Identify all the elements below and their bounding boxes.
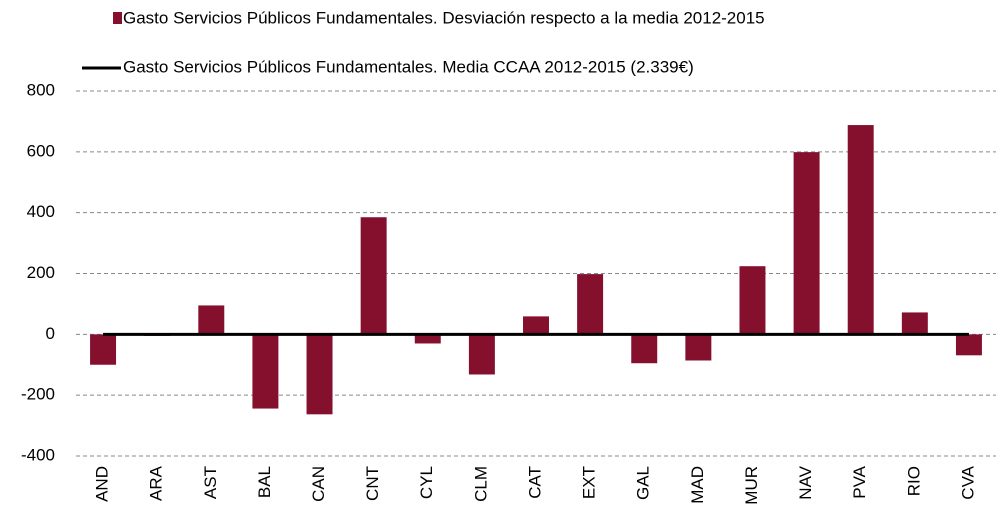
bar	[793, 152, 820, 335]
x-tick-label: PVA	[850, 465, 869, 498]
y-tick-label: -200	[21, 385, 55, 404]
y-tick-label: 800	[27, 80, 55, 99]
bar	[847, 125, 874, 335]
bar	[955, 334, 982, 356]
legend-label: Gasto Servicios Públicos Fundamentales. …	[123, 57, 694, 76]
x-tick-label: AND	[93, 466, 112, 502]
y-tick-label: -400	[21, 445, 55, 464]
x-tick-label: NAV	[796, 465, 815, 499]
bar	[306, 334, 333, 415]
x-tick-label: CAN	[309, 466, 328, 502]
bar	[685, 334, 712, 361]
y-tick-label: 0	[46, 324, 55, 343]
x-tick-label: CLM	[471, 466, 490, 502]
y-tick-label: 200	[27, 263, 55, 282]
bar	[360, 217, 387, 335]
y-tick-label: 600	[27, 141, 55, 160]
bar	[739, 266, 766, 335]
bar	[523, 316, 549, 335]
bar	[631, 334, 658, 364]
x-tick-label: BAL	[255, 466, 274, 498]
y-tick-label: 400	[27, 202, 55, 221]
legend-label: Gasto Servicios Públicos Fundamentales. …	[123, 8, 765, 27]
x-tick-label: CAT	[525, 466, 544, 499]
bar	[468, 334, 495, 375]
x-tick-label: CNT	[363, 466, 382, 501]
legend-swatch	[113, 12, 122, 24]
x-tick-label: EXT	[580, 466, 599, 499]
x-tick-label: CYL	[417, 466, 436, 499]
bar	[90, 334, 117, 365]
x-tick-label: MAD	[688, 466, 707, 504]
bar	[252, 334, 279, 409]
x-tick-label: GAL	[634, 466, 653, 500]
x-tick-label: CVA	[958, 465, 977, 499]
bar	[198, 305, 225, 335]
bar	[414, 334, 441, 344]
bar	[577, 274, 604, 335]
bar	[901, 312, 928, 335]
x-tick-label: MUR	[742, 466, 761, 505]
x-tick-label: ARA	[147, 465, 166, 501]
x-tick-label: RIO	[904, 466, 923, 496]
x-tick-label: AST	[201, 466, 220, 499]
